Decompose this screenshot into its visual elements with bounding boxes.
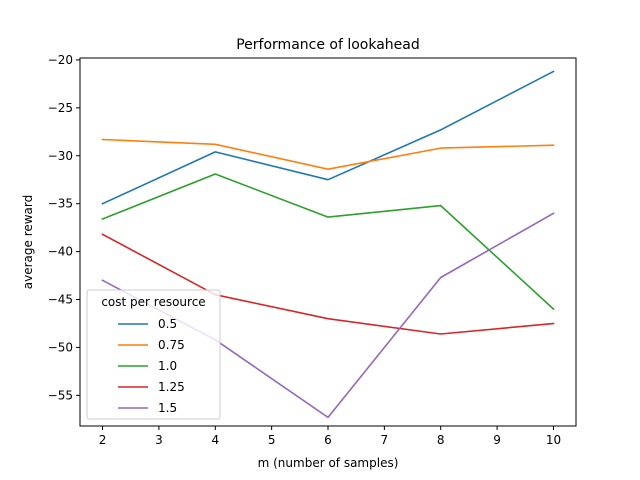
- legend-label-3: 1.25: [158, 380, 185, 394]
- y-tick-label: −55: [48, 388, 73, 402]
- x-tick-label: 5: [268, 433, 276, 447]
- legend-label-1: 0.75: [158, 338, 185, 352]
- legend-label-2: 1.0: [158, 359, 177, 373]
- x-tick-label: 9: [493, 433, 501, 447]
- x-tick-label: 2: [99, 433, 107, 447]
- legend-title: cost per resource: [101, 295, 205, 309]
- y-tick-label: −40: [48, 245, 73, 259]
- series-line-1: [101, 138, 555, 170]
- legend-label-4: 1.5: [158, 401, 177, 415]
- y-tick-label: −20: [48, 53, 73, 67]
- series-line-0: [101, 70, 555, 205]
- series-line-3: [101, 233, 555, 335]
- x-tick-label: 3: [155, 433, 163, 447]
- x-tick-label: 6: [324, 433, 332, 447]
- y-tick-label: −25: [48, 101, 73, 115]
- x-axis-label: m (number of samples): [258, 456, 399, 470]
- chart-title: Performance of lookahead: [236, 37, 420, 53]
- y-tick-label: −30: [48, 149, 73, 163]
- y-tick-label: −50: [48, 340, 73, 354]
- legend-box: [86, 289, 221, 420]
- legend: cost per resource 0.5 0.75 1.0 1.25 1.5: [86, 289, 221, 420]
- series-line-2: [101, 173, 555, 311]
- x-tick-label: 8: [437, 433, 445, 447]
- y-tick-label: −45: [48, 293, 73, 307]
- plot-area: 2 3 4 5 6 7 8 9 10 −55 −50 −45 −40 −35 −30 −25 −20: [48, 53, 577, 447]
- x-tick-label: 4: [211, 433, 219, 447]
- y-tick-label: −35: [48, 197, 73, 211]
- y-axis-label: average reward: [21, 195, 35, 290]
- legend-label-0: 0.5: [158, 317, 177, 331]
- x-tick-label: 10: [546, 433, 561, 447]
- x-tick-label: 7: [381, 433, 389, 447]
